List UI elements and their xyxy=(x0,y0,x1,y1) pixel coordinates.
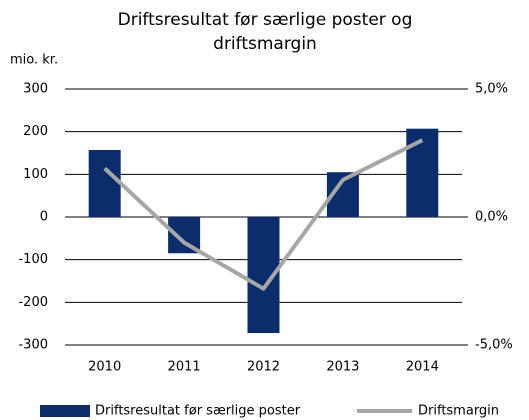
y-tick-label: -200 xyxy=(18,295,48,310)
y-tick-label: 200 xyxy=(23,124,48,139)
y-tick-label: 0 xyxy=(40,210,48,225)
x-tick-label: 2013 xyxy=(326,360,359,375)
y-tick-label: -100 xyxy=(18,252,48,267)
chart-title: Driftsresultat før særlige poster og dri… xyxy=(117,10,413,54)
x-tick-label: 2011 xyxy=(168,360,201,375)
line xyxy=(103,138,424,291)
x-tick-label: 2010 xyxy=(88,360,121,375)
x-tick-label: 2014 xyxy=(406,360,439,375)
y-tick-label: -300 xyxy=(18,338,48,353)
y-tick-label: 100 xyxy=(23,167,48,182)
legend-label: Driftsmargin xyxy=(418,404,499,419)
y-axis-label: mio. kr. xyxy=(10,53,58,68)
legend-swatch xyxy=(40,405,90,417)
x-tick-label: 2012 xyxy=(247,360,280,375)
y2-tick-label: -5,0% xyxy=(475,338,513,353)
y2-tick-label: 0,0% xyxy=(475,210,508,225)
legend-label: Driftsresultat før særlige poster xyxy=(95,404,301,419)
bar xyxy=(88,150,121,217)
y2-tick-label: 5,0% xyxy=(475,82,508,97)
y-tick-label: 300 xyxy=(23,82,48,97)
